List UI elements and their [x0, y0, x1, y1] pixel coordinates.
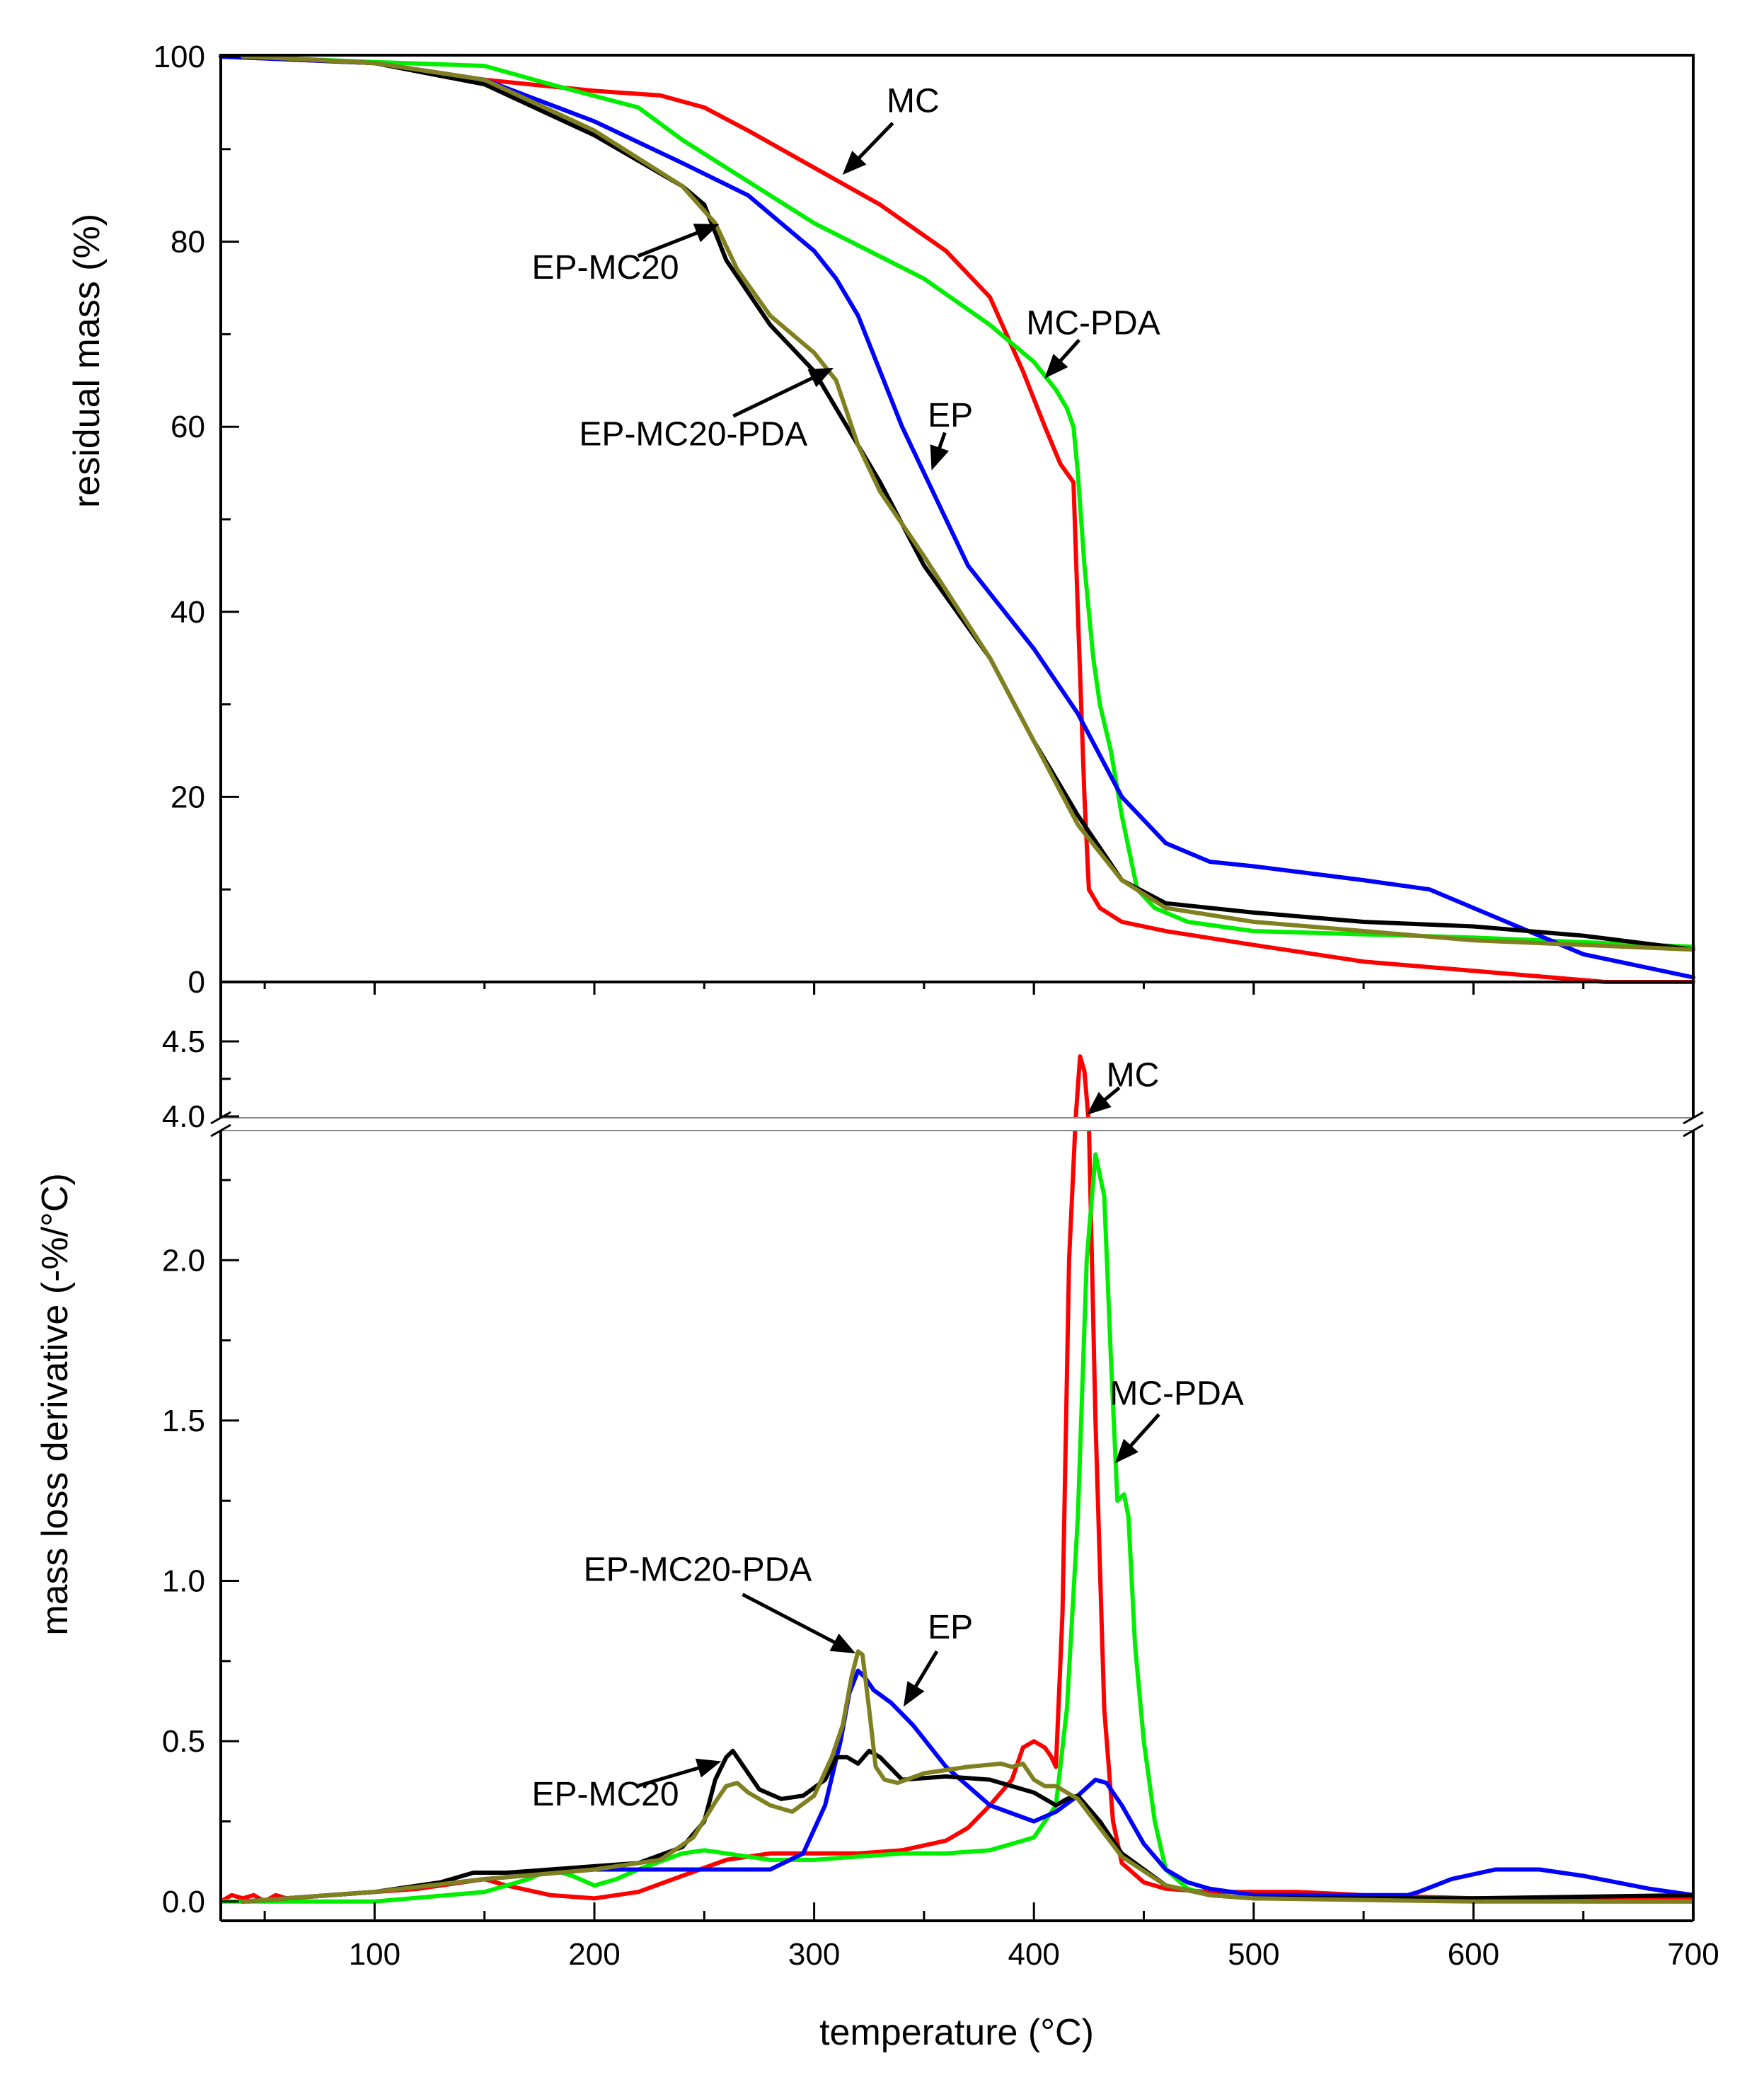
bottom-y-tick-label: 1.0 [162, 1564, 205, 1599]
bottom-panel-mass-loss-derivative: 0.0 0.5 1.0 1.5 2.0 4.0 4.5 100 200 300 400 500 600 7… [162, 982, 1719, 1972]
bottom-series-line-ep [241, 1668, 1693, 1904]
top-annotations: MC MC-PDA EP EP-MC20 EP-MC20-PDA [532, 82, 1160, 470]
top-series-line-mc [219, 54, 1695, 984]
top-annotation-arrow-ep-mc20 [637, 227, 707, 258]
bottom-annotation-arrowhead-mc-pda [1114, 1438, 1138, 1464]
bottom-series-line-ep-mc20 [241, 1748, 1693, 1904]
bottom-y-tick-label: 0.5 [162, 1724, 205, 1759]
bottom-annotation-arrowhead-ep-mc20 [695, 1758, 722, 1778]
bottom-annotation-arrowhead-ep-mc20-pda [829, 1633, 856, 1653]
x-tick-label: 500 [1228, 1937, 1279, 1972]
top-annotation-ep-mc20: EP-MC20 [532, 224, 720, 287]
bottom-annotation-mc: MC [1086, 1057, 1160, 1115]
axis-break-gap [218, 1118, 1696, 1131]
top-y-tick-label: 60 [171, 410, 205, 444]
top-annotation-arrowhead-mc [842, 151, 867, 175]
bottom-annotation-label-ep-mc20-pda: EP-MC20-PDA [584, 1551, 812, 1589]
top-panel-border [219, 54, 1695, 983]
top-annotation-label-ep-mc20-pda: EP-MC20-PDA [579, 415, 807, 453]
bottom-annotation-ep-mc20-pda: EP-MC20-PDA [584, 1551, 856, 1653]
top-annotation-label-ep: EP [928, 397, 973, 434]
bottom-y-tick-label: 1.5 [162, 1404, 205, 1438]
bottom-annotation-ep: EP [903, 1609, 973, 1707]
top-annotation-label-mc: MC [887, 82, 940, 120]
bottom-upper-y-tick-label: 4.0 [162, 1099, 205, 1134]
top-y-tick-label: 20 [171, 780, 205, 814]
x-tick-label: 100 [349, 1937, 400, 1972]
bottom-annotation-arrowhead-mc [1086, 1092, 1112, 1115]
bottom-series-line-ep-mc20-pda [241, 1649, 1693, 1904]
bottom-y-tick-label: 2.0 [162, 1243, 205, 1278]
bottom-series-lines [221, 1054, 1693, 1904]
top-y-axis-title: residual mass (%) [67, 214, 108, 508]
top-annotation-mc: MC [842, 82, 940, 175]
top-annotation-label-mc-pda: MC-PDA [1026, 304, 1160, 342]
bottom-annotation-arrow-ep-mc20-pda [742, 1593, 844, 1648]
top-series-line-ep [219, 54, 1695, 980]
top-annotation-arrowhead-ep-mc20 [693, 224, 720, 243]
top-y-tick-label: 80 [171, 225, 205, 260]
top-annotation-ep-mc20-pda: EP-MC20-PDA [579, 367, 834, 453]
bottom-annotation-label-mc-pda: MC-PDA [1109, 1375, 1243, 1412]
top-series-line-ep-mc20 [241, 54, 1695, 952]
bottom-y-tick-label: 0.0 [162, 1885, 205, 1919]
top-annotation-arrow-ep-mc20-pda [732, 372, 822, 418]
top-annotation-arrowhead-ep-mc20-pda [807, 367, 834, 388]
bottom-annotation-ep-mc20: EP-MC20 [532, 1758, 722, 1813]
top-y-tick-label: 100 [154, 40, 205, 74]
top-y-tick-label: 40 [171, 595, 205, 630]
top-series-lines [219, 54, 1695, 984]
top-annotation-arrowhead-mc-pda [1044, 354, 1068, 378]
x-tick-label: 200 [568, 1937, 620, 1972]
top-series-line-mc-pda [219, 54, 1695, 949]
top-series-line-ep-mc20-pda [241, 54, 1695, 952]
top-y-tick-label: 0 [188, 965, 205, 1000]
bottom-annotation-arrowhead-ep [903, 1681, 925, 1707]
top-annotation-arrowhead-ep [930, 444, 950, 470]
x-tick-label: 700 [1667, 1937, 1719, 1972]
top-annotation-label-ep-mc20: EP-MC20 [532, 249, 679, 287]
top-panel-residual-mass: 0 20 40 60 80 100 MC MC-PDA EP EP-MC20 EP-MC20-PDA [154, 40, 1695, 1000]
bottom-upper-y-tick-label: 4.5 [162, 1024, 205, 1059]
bottom-annotation-mc-pda: MC-PDA [1109, 1375, 1244, 1464]
bottom-annotations: MC MC-PDA EP EP-MC20 EP-MC20-PDA [532, 1057, 1244, 1813]
top-annotation-mc-pda: MC-PDA [1026, 304, 1160, 378]
x-axis-title: temperature (°C) [819, 2012, 1094, 2053]
x-tick-label: 300 [788, 1937, 840, 1972]
bottom-annotation-arrow-ep-mc20 [638, 1763, 708, 1788]
x-tick-label: 400 [1008, 1937, 1059, 1972]
bottom-y-axis-title: mass loss derivative (-%/°C) [35, 1173, 76, 1636]
bottom-annotation-label-mc: MC [1107, 1057, 1160, 1094]
x-tick-label: 600 [1448, 1937, 1499, 1972]
bottom-annotation-label-ep: EP [928, 1609, 973, 1646]
plot-frame [219, 54, 1695, 1922]
top-annotation-ep: EP [928, 397, 973, 470]
